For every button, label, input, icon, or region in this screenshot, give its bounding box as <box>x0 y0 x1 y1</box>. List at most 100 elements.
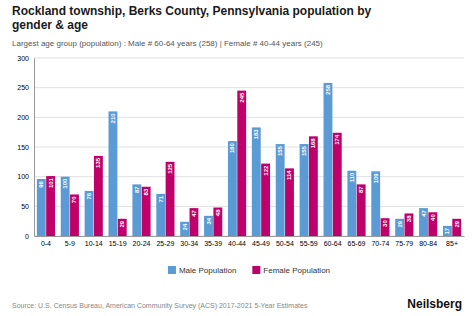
bar <box>261 164 270 236</box>
bar <box>94 156 103 236</box>
y-tick: 200 <box>17 114 34 121</box>
bar <box>285 168 294 236</box>
x-tick: 5-9 <box>65 236 75 247</box>
x-axis-line <box>35 236 465 237</box>
data-label: 47 <box>191 209 197 216</box>
x-tick: 80-84 <box>419 236 437 247</box>
bar <box>371 171 380 236</box>
x-tick-label: 45-49 <box>252 240 270 247</box>
x-tick-label: 30-34 <box>180 240 198 247</box>
y-tick-label: 0 <box>25 233 29 240</box>
annotation: Neilsberg <box>407 297 462 311</box>
x-tick: 50-54 <box>276 236 294 247</box>
x-tick: 10-14 <box>85 236 103 247</box>
x-tick: 55-59 <box>300 236 318 247</box>
data-label: 70 <box>71 196 77 203</box>
bar <box>309 136 318 236</box>
bars <box>37 83 461 236</box>
x-tick: 45-49 <box>252 236 270 247</box>
bar <box>333 133 342 236</box>
legend-item: Female Population <box>252 266 330 275</box>
data-label: 245 <box>239 92 245 103</box>
bar <box>204 216 213 236</box>
bar <box>395 219 404 236</box>
bar <box>452 219 461 236</box>
x-tick-label: 75-79 <box>395 240 413 247</box>
x-tick: 0-4 <box>41 236 51 247</box>
data-label: 96 <box>38 180 44 187</box>
data-label: 24 <box>182 223 188 230</box>
title-line: Rockland township, Berks County, Pennsyl… <box>12 4 371 18</box>
data-label: 76 <box>86 192 92 199</box>
data-label: 30 <box>382 220 388 227</box>
data-label: 168 <box>310 138 316 149</box>
y-axis-line <box>34 59 35 237</box>
data-label: 101 <box>48 177 54 188</box>
data-label: 87 <box>358 186 364 193</box>
bar <box>132 184 141 236</box>
x-tick-label: 25-29 <box>156 240 174 247</box>
x-tick-label: 5-9 <box>65 240 75 247</box>
y-tick-label: 100 <box>17 173 29 180</box>
legend-item: Male Population <box>168 266 236 275</box>
grid-line <box>34 147 464 148</box>
x-tick-label: 85+ <box>446 240 458 247</box>
data-label: 17 <box>444 227 450 234</box>
x-tick: 40-44 <box>228 236 246 247</box>
data-label: 29 <box>119 220 125 227</box>
legend: Male Population Female Population <box>168 266 330 275</box>
data-label: 183 <box>253 129 259 140</box>
data-label: 34 <box>206 217 212 224</box>
y-tick-label: 150 <box>17 144 29 151</box>
x-tick: 35-39 <box>204 236 222 247</box>
x-tick-label: 0-4 <box>41 240 51 247</box>
data-label: 48 <box>215 209 221 216</box>
data-label: 29 <box>454 220 460 227</box>
x-tick-label: 55-59 <box>300 240 318 247</box>
y-tick: 0 <box>25 233 34 240</box>
y-tick-label: 300 <box>17 55 29 62</box>
title-line: gender & age <box>12 18 88 32</box>
y-tick: 250 <box>17 84 34 91</box>
legend-label: Male Population <box>179 266 236 275</box>
bar <box>300 144 309 236</box>
x-tick: 30-34 <box>180 236 198 247</box>
y-tick-label: 250 <box>17 84 29 91</box>
bar <box>237 91 246 236</box>
data-label: 125 <box>167 163 173 174</box>
data-label: 87 <box>134 186 140 193</box>
bar <box>443 226 452 236</box>
x-tick-label: 60-64 <box>324 240 342 247</box>
data-label: 122 <box>263 165 269 176</box>
bar <box>118 219 127 236</box>
bar <box>190 208 199 236</box>
data-label: 155 <box>301 145 307 156</box>
data-label: 29 <box>397 220 403 227</box>
x-tick: 20-24 <box>133 236 151 247</box>
x-tick: 15-19 <box>109 236 127 247</box>
bar <box>347 171 356 236</box>
x-tick-label: 65-69 <box>348 240 366 247</box>
data-labels: 9610076210877124341601831551552581101092… <box>38 84 459 234</box>
bar <box>156 194 165 236</box>
y-tick: 100 <box>17 173 34 180</box>
bar <box>180 222 189 236</box>
data-label: 47 <box>421 209 427 216</box>
bar <box>405 213 414 236</box>
grid <box>34 58 464 236</box>
grid-line <box>34 87 464 88</box>
x-tick: 75-79 <box>395 236 413 247</box>
y-tick-label: 200 <box>17 114 29 121</box>
bar <box>142 187 151 236</box>
x-tick-label: 70-74 <box>371 240 389 247</box>
data-label: 100 <box>62 178 68 189</box>
data-label: 155 <box>277 145 283 156</box>
x-tick-label: 80-84 <box>419 240 437 247</box>
data-label: 38 <box>406 215 412 222</box>
y-tick: 300 <box>17 55 34 62</box>
data-label: 109 <box>373 173 379 184</box>
grid-line <box>34 117 464 118</box>
data-label: 110 <box>349 172 355 182</box>
y-axis: 050100150200250300 <box>17 55 34 240</box>
grid-line <box>34 58 464 59</box>
